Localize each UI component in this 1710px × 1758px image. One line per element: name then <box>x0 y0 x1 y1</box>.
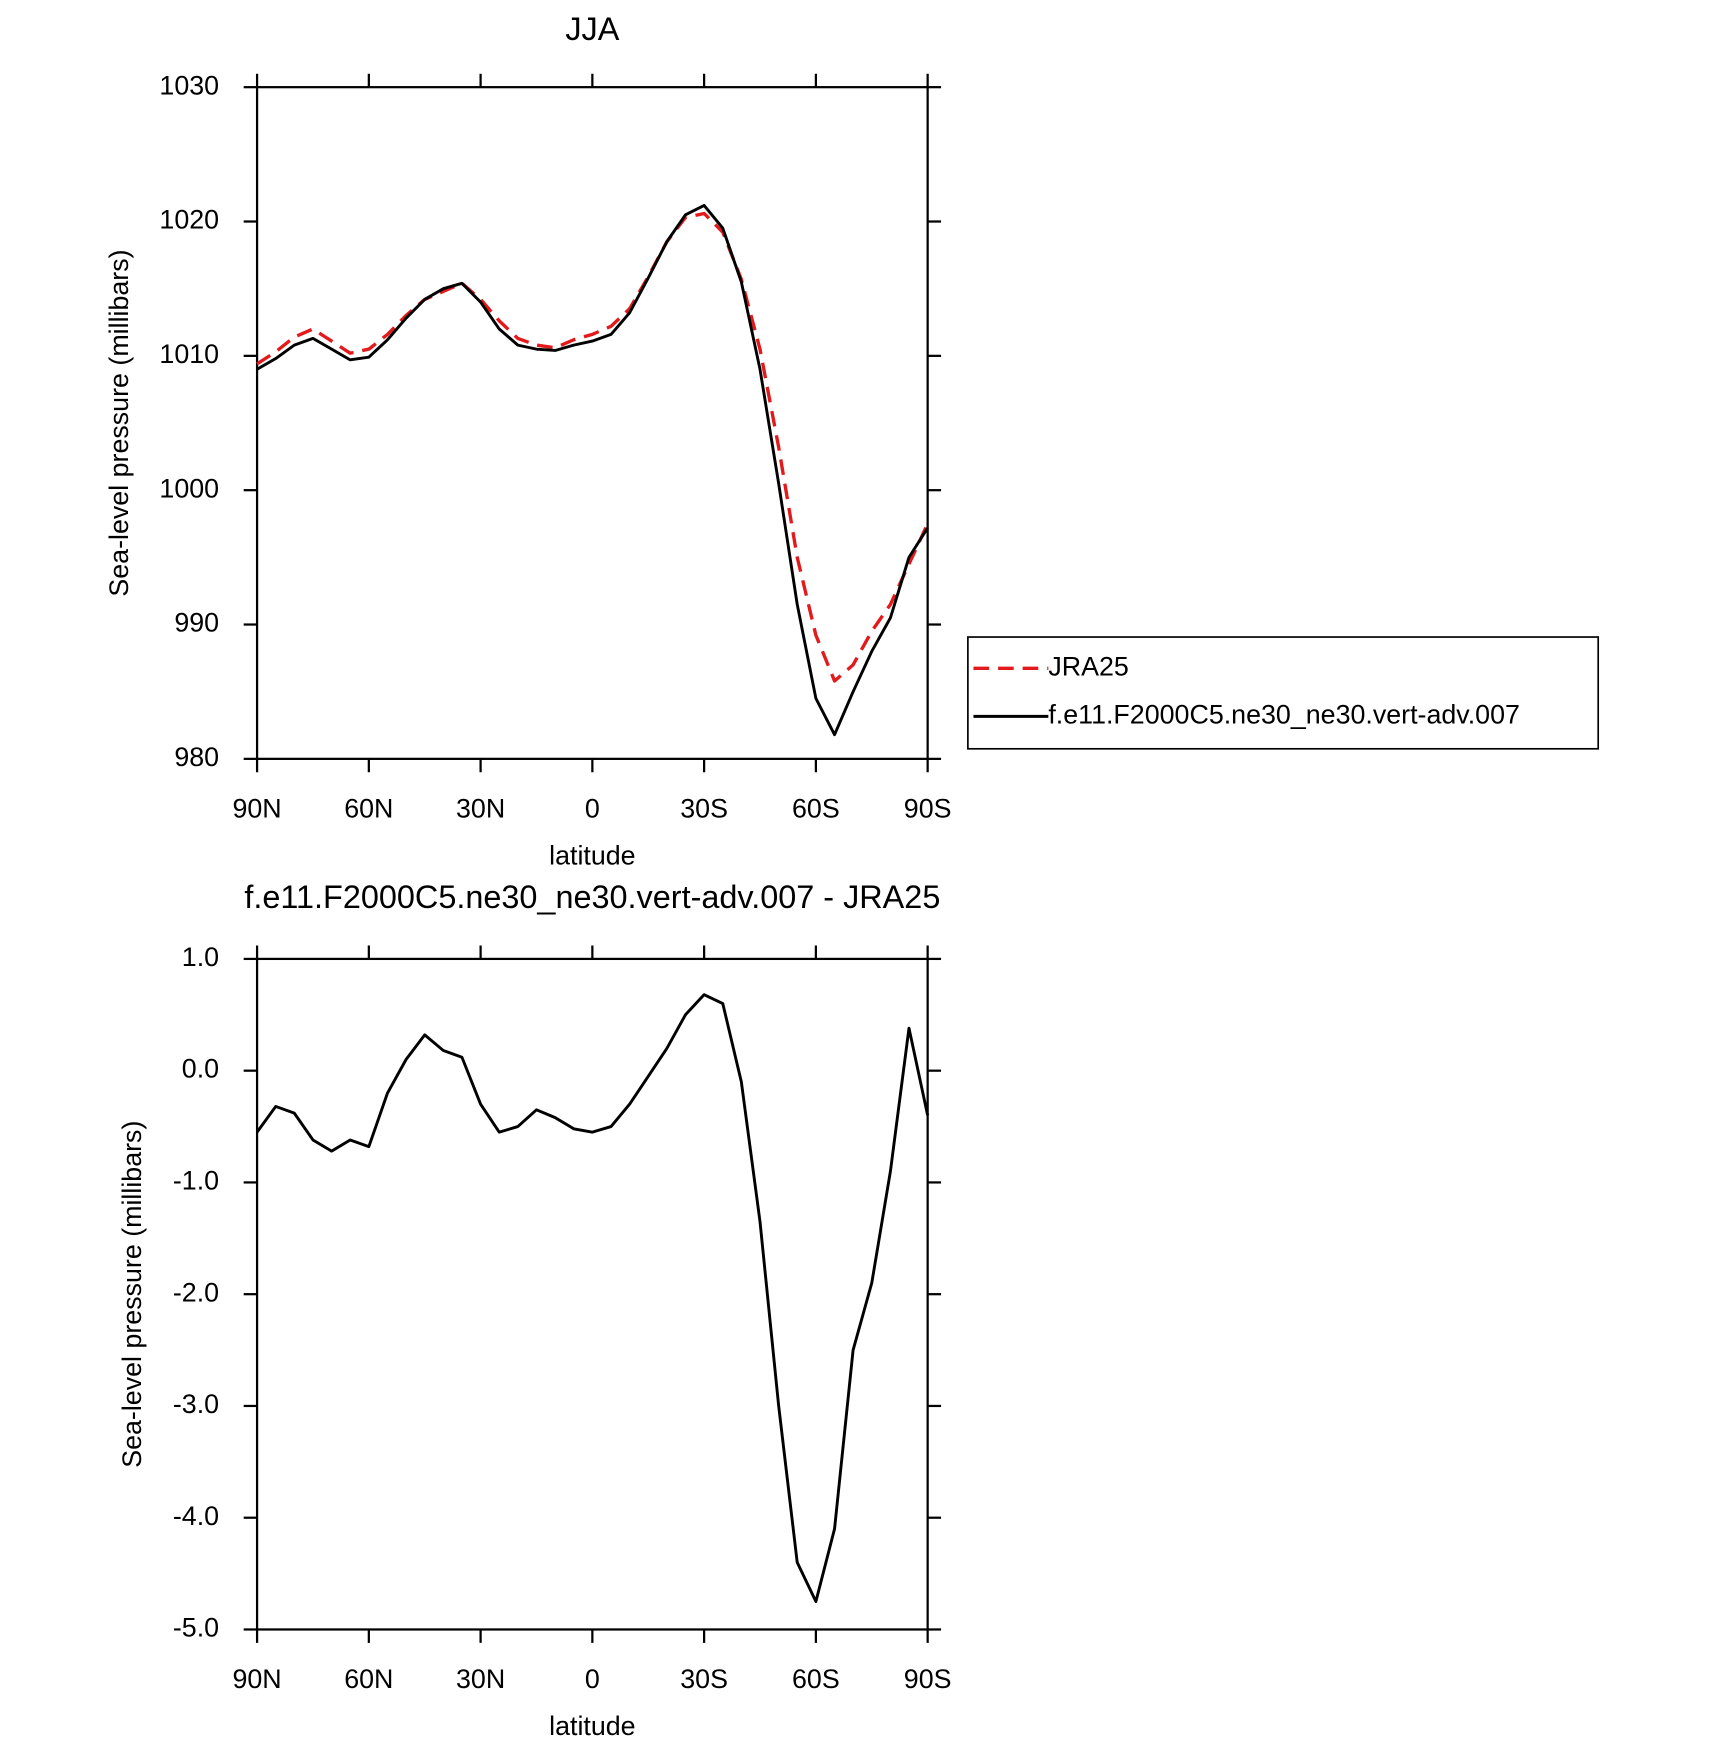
y-tick-label: 1.0 <box>182 942 219 972</box>
y-tick-label: 990 <box>174 608 219 638</box>
x-tick-label: 60S <box>792 793 840 823</box>
series-line <box>255 993 930 1603</box>
y-tick-label: 1020 <box>159 205 219 235</box>
series-line <box>256 203 929 737</box>
legend-box <box>967 636 1600 750</box>
chart-title: f.e11.F2000C5.ne30_ne30.vert-adv.007 - J… <box>244 879 940 915</box>
legend-label: JRA25 <box>1048 651 1128 681</box>
x-tick-label: 60N <box>344 793 393 823</box>
y-tick-label: 980 <box>174 742 219 772</box>
x-axis-label: latitude <box>549 840 635 870</box>
x-tick-label: 90S <box>904 793 952 823</box>
x-tick-label: 90N <box>232 1664 281 1694</box>
y-axis-label: Sea-level pressure (millibars) <box>104 249 134 596</box>
y-axis-label: Sea-level pressure (millibars) <box>117 1121 147 1468</box>
y-tick-label: 1010 <box>159 339 219 369</box>
y-tick-label: 0.0 <box>182 1054 219 1084</box>
x-tick-label: 0 <box>585 793 600 823</box>
y-tick-label: -4.0 <box>173 1501 219 1531</box>
y-tick-label: -1.0 <box>173 1166 219 1196</box>
x-tick-label: 0 <box>585 1664 600 1694</box>
x-tick-label: 30N <box>456 793 505 823</box>
x-axis-label: latitude <box>549 1711 635 1741</box>
x-tick-label: 60N <box>344 1664 393 1694</box>
y-tick-label: -5.0 <box>173 1613 219 1643</box>
x-tick-label: 30N <box>456 1664 505 1694</box>
y-tick-label: -2.0 <box>173 1277 219 1307</box>
legend-label: f.e11.F2000C5.ne30_ne30.vert-adv.007 <box>1048 699 1520 729</box>
x-tick-label: 90N <box>232 793 281 823</box>
y-tick-label: 1000 <box>159 473 219 503</box>
plot-frame <box>255 957 929 1631</box>
y-tick-label: -3.0 <box>173 1389 219 1419</box>
x-tick-label: 30S <box>680 1664 728 1694</box>
plot-frame <box>255 86 929 760</box>
x-tick-label: 90S <box>904 1664 952 1694</box>
y-tick-label: 1030 <box>159 70 219 100</box>
chart-title: JJA <box>565 11 619 47</box>
series-line <box>256 211 930 683</box>
x-tick-label: 60S <box>792 1664 840 1694</box>
x-tick-label: 30S <box>680 793 728 823</box>
